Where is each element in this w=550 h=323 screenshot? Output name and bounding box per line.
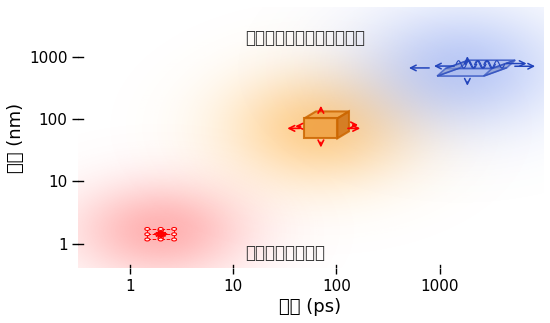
Circle shape xyxy=(158,238,163,241)
Polygon shape xyxy=(437,68,507,76)
Polygon shape xyxy=(483,60,515,76)
Circle shape xyxy=(158,233,163,236)
Circle shape xyxy=(172,233,177,236)
Y-axis label: 空間 (nm): 空間 (nm) xyxy=(7,103,25,173)
Circle shape xyxy=(145,238,150,241)
Text: 光誘起構造相転移: 光誘起構造相転移 xyxy=(245,244,324,262)
Text: せん断音音波の生成と伝搝: せん断音音波の生成と伝搝 xyxy=(245,29,365,47)
Circle shape xyxy=(145,233,150,236)
Polygon shape xyxy=(446,60,515,68)
Polygon shape xyxy=(437,60,469,76)
X-axis label: 時間 (ps): 時間 (ps) xyxy=(279,298,342,316)
Circle shape xyxy=(158,227,163,230)
Polygon shape xyxy=(304,111,349,119)
Circle shape xyxy=(172,238,177,241)
Circle shape xyxy=(145,227,150,230)
Polygon shape xyxy=(304,119,337,138)
Circle shape xyxy=(172,227,177,230)
Polygon shape xyxy=(337,111,349,138)
